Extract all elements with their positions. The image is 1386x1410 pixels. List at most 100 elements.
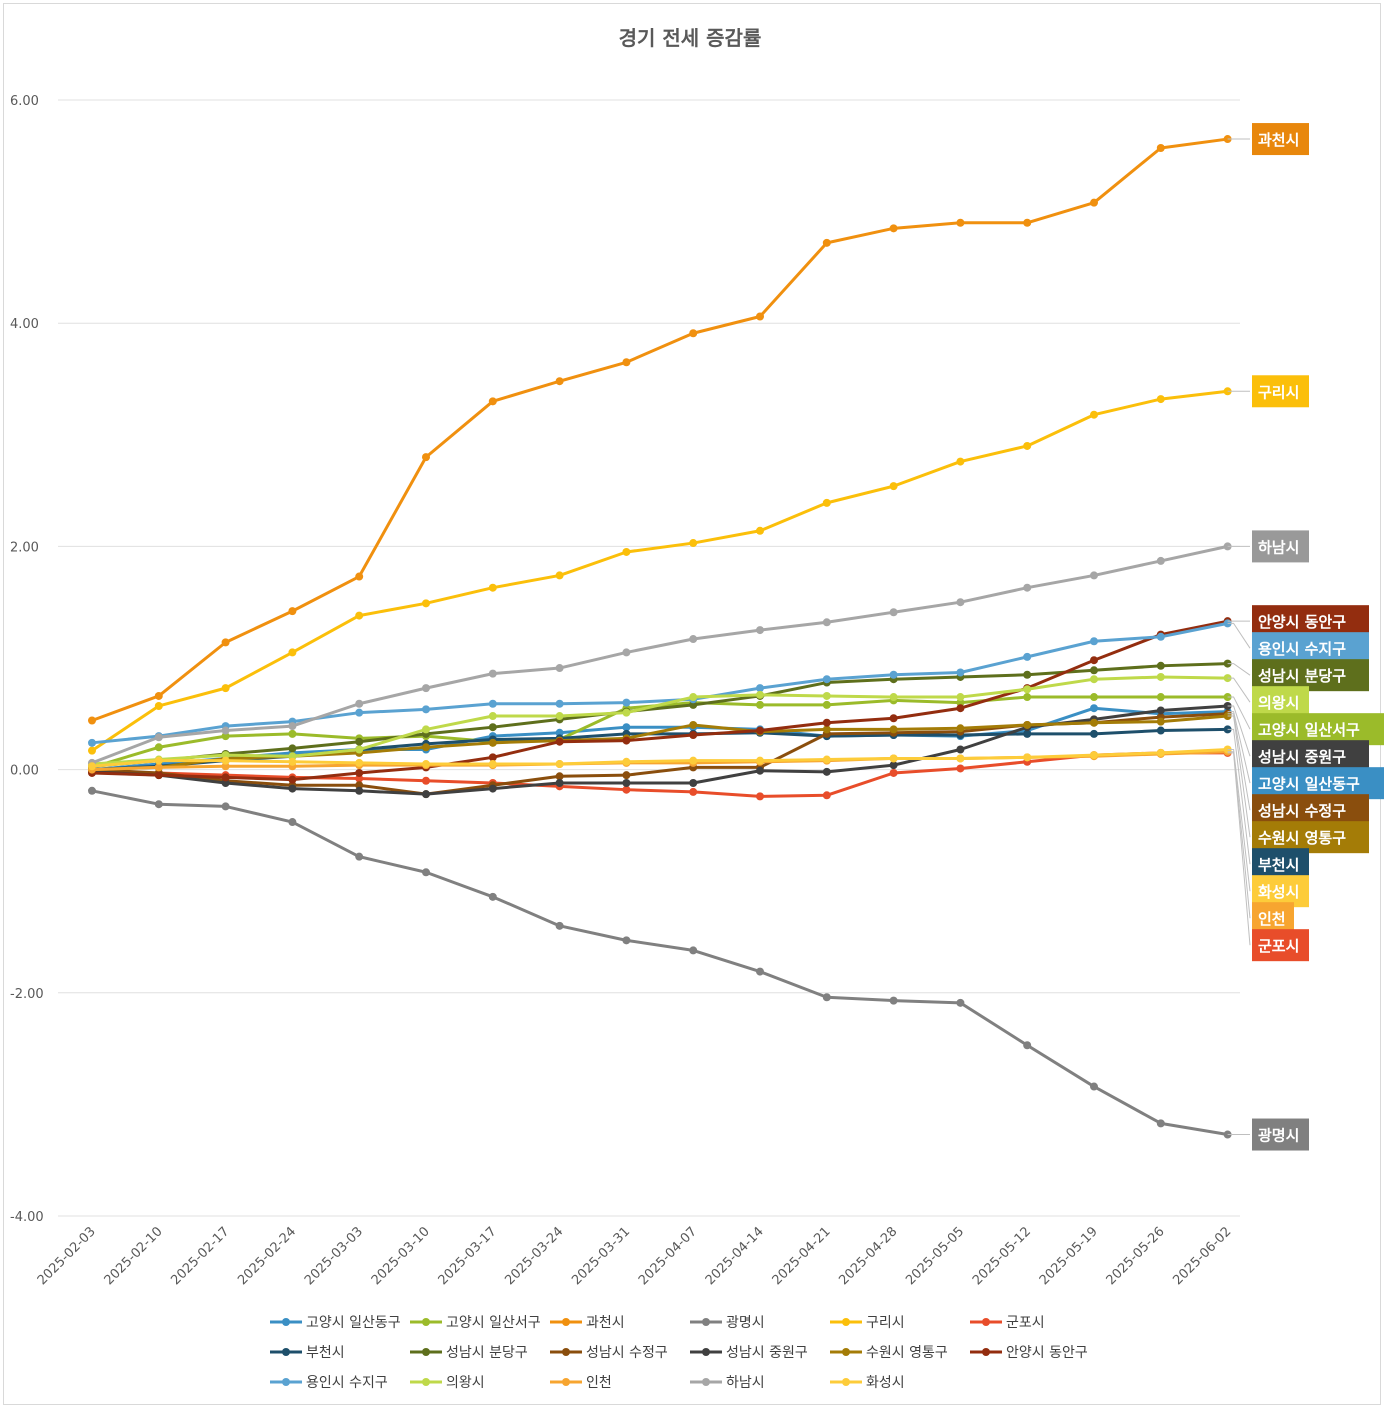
gridlines <box>58 99 1240 1217</box>
end-label-box <box>1252 875 1309 908</box>
data-point <box>488 397 497 406</box>
leader-line <box>1227 728 1251 865</box>
data-point <box>889 224 898 233</box>
leader-line <box>1227 715 1251 838</box>
data-point <box>88 716 96 725</box>
x-tick-label: 2025-06-02 <box>1170 1224 1234 1288</box>
data-point <box>221 638 230 647</box>
data-point <box>1023 753 1032 762</box>
data-point <box>956 693 965 702</box>
data-point <box>555 737 564 746</box>
x-tick-label: 2025-04-28 <box>836 1224 900 1288</box>
legend-item: 광명시 <box>690 1315 765 1331</box>
data-point <box>488 892 497 901</box>
data-point <box>422 453 430 462</box>
y-tick-label: 4.00 <box>10 317 39 332</box>
y-tick-label: -4.00 <box>10 1210 44 1225</box>
data-point <box>889 754 898 763</box>
end-label-text: 화성시 <box>1258 883 1299 901</box>
data-point <box>221 732 230 741</box>
end-label: 수원시 영통구 <box>1227 715 1369 854</box>
data-point <box>889 482 898 491</box>
data-point <box>1023 441 1032 450</box>
data-point <box>1023 1041 1032 1050</box>
legend-label: 군포시 <box>1006 1315 1045 1331</box>
data-point <box>622 736 631 745</box>
data-point <box>756 526 764 535</box>
end-label-text: 성남시 중원구 <box>1258 748 1346 766</box>
data-point <box>88 746 96 755</box>
data-point <box>221 756 230 765</box>
data-point <box>756 792 764 801</box>
legend-item: 고양시 일산동구 <box>270 1315 401 1331</box>
data-point <box>1023 729 1032 738</box>
end-label-text: 하남시 <box>1258 538 1299 556</box>
data-point <box>221 802 230 811</box>
series-line <box>91 662 1228 768</box>
legend-label: 성남시 분당구 <box>446 1345 528 1361</box>
legend-swatch-marker <box>702 1348 710 1356</box>
end-label-box <box>1252 123 1309 156</box>
series-광명시 <box>88 786 1232 1139</box>
end-label: 과천시 <box>1227 123 1309 156</box>
data-point <box>1023 218 1032 227</box>
x-axis-ticks: 2025-02-03 2025-02-10 2025-02-17 2025-02-24… <box>35 1224 1235 1288</box>
x-tick-label: 2025-03-10 <box>369 1224 433 1288</box>
data-point <box>956 668 965 677</box>
legend-swatch-marker <box>982 1318 990 1326</box>
legend-item: 하남시 <box>690 1375 765 1391</box>
data-point <box>622 785 631 794</box>
end-label-box <box>1252 794 1369 827</box>
data-point <box>622 547 631 556</box>
data-point <box>689 731 698 740</box>
end-label: 군포시 <box>1227 752 1309 962</box>
end-label-text: 수원시 영통구 <box>1258 829 1346 847</box>
data-point <box>355 774 364 783</box>
end-label-box <box>1252 605 1369 638</box>
end-label-box <box>1252 632 1369 665</box>
series-line <box>91 751 1228 798</box>
legend-swatch-marker <box>982 1348 990 1356</box>
data-point <box>422 776 430 785</box>
data-point <box>889 996 898 1005</box>
end-label-box <box>1252 659 1369 692</box>
y-axis-ticks: 6.00 4.00 2.00 0.00 -2.00 -4.00 <box>10 94 44 1225</box>
x-tick-label: 2025-04-14 <box>703 1224 767 1288</box>
series-line <box>91 748 1228 768</box>
data-point <box>1090 637 1098 646</box>
data-point <box>88 738 96 747</box>
x-tick-label: 2025-04-07 <box>636 1224 700 1288</box>
data-point <box>1090 751 1098 760</box>
legend-label: 안양시 동안구 <box>1006 1345 1088 1361</box>
data-point <box>889 608 898 617</box>
series-line <box>91 621 1228 745</box>
data-point <box>488 723 497 732</box>
data-point <box>221 762 230 771</box>
legend-item: 인천 <box>550 1375 612 1391</box>
legend-swatch-marker <box>282 1348 290 1356</box>
data-point <box>622 778 631 787</box>
data-point <box>288 744 297 753</box>
legend-swatch-marker <box>562 1378 570 1386</box>
y-tick-label: 6.00 <box>10 94 39 109</box>
data-point <box>1156 1119 1165 1128</box>
legend-item: 성남시 수정구 <box>550 1345 668 1361</box>
end-label-box <box>1252 740 1369 773</box>
legend-swatch-marker <box>562 1318 570 1326</box>
data-point <box>488 738 497 747</box>
data-point <box>822 718 831 727</box>
data-point <box>355 737 364 746</box>
series-하남시 <box>88 542 1232 767</box>
leader-line <box>1227 696 1251 730</box>
data-point <box>422 760 430 769</box>
legend-label: 광명시 <box>726 1315 765 1331</box>
data-point <box>422 599 430 608</box>
data-point <box>756 726 764 735</box>
series-구리시 <box>88 387 1232 755</box>
data-point <box>956 745 965 754</box>
end-label-text: 안양시 동안구 <box>1258 613 1346 631</box>
data-point <box>288 757 297 766</box>
data-point <box>822 993 831 1002</box>
